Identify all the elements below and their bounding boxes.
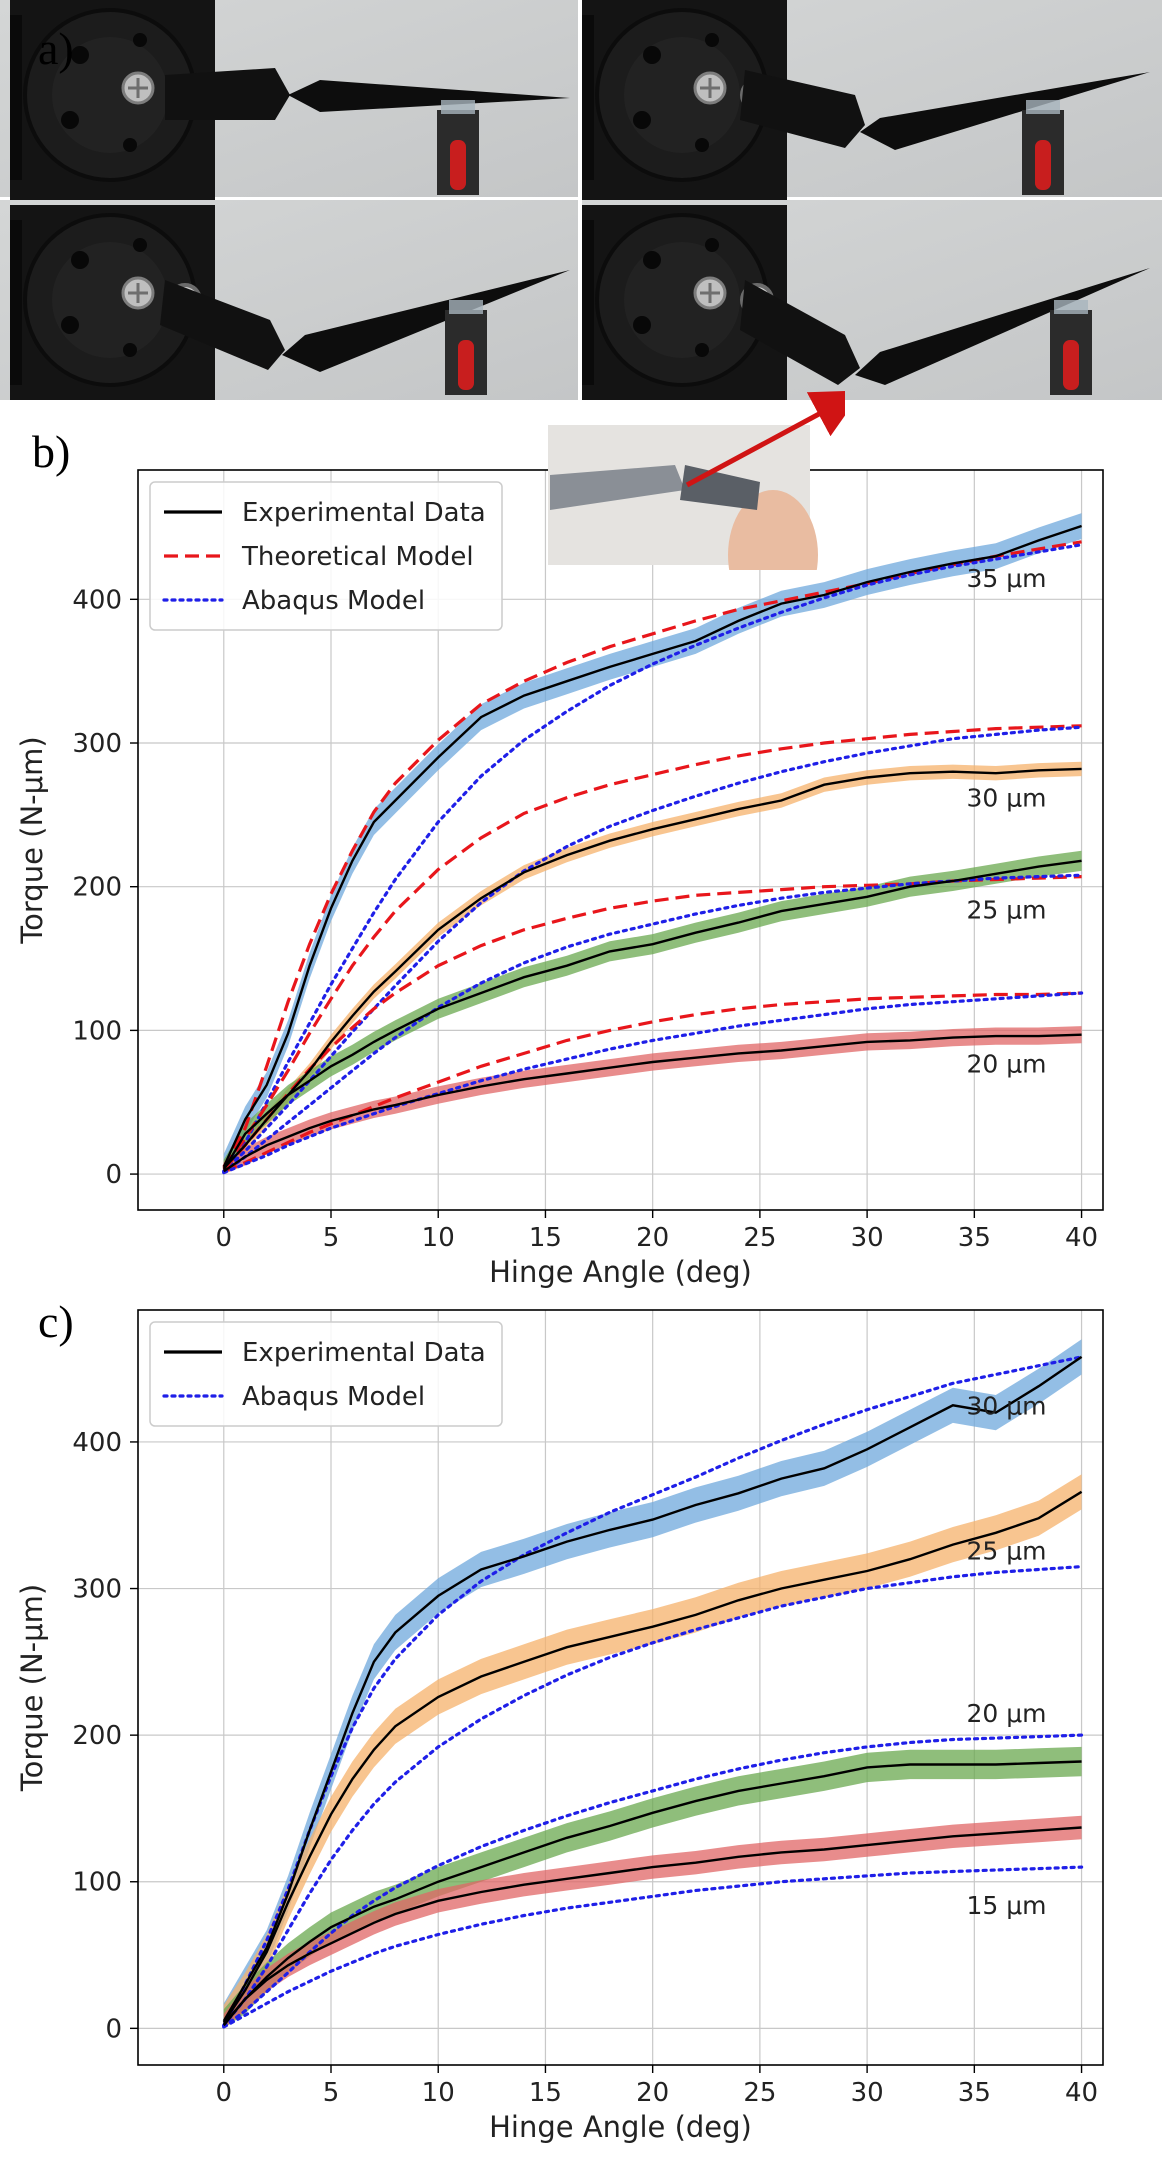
experimental-line-0 [222, 1355, 1083, 2022]
legend-label-0: Experimental Data [242, 1338, 486, 1368]
experimental-band-2 [223, 1746, 1082, 2029]
y-tick-label: 0 [105, 2014, 122, 2044]
x-tick-label: 40 [1065, 2078, 1098, 2108]
x-tick-label: 20 [636, 2078, 669, 2108]
experimental-band-0 [223, 1339, 1082, 2029]
theoretical-model-line-3 [223, 991, 1082, 1173]
x-tick-label: 35 [958, 2078, 991, 2108]
experimental-band-0 [223, 513, 1082, 1175]
thickness-label: 30 μm [966, 1391, 1046, 1420]
legend-label-1: Theoretical Model [241, 542, 474, 572]
x-tick-label: 5 [323, 2078, 340, 2108]
legend-label-2: Abaqus Model [242, 586, 425, 616]
legend-label-1: Abaqus Model [242, 1382, 425, 1412]
x-tick-label: 10 [422, 1223, 455, 1253]
abaqus-model-line-3 [222, 991, 1084, 1175]
experimental-line-1 [222, 767, 1082, 1170]
thickness-label: 30 μm [966, 784, 1046, 813]
thickness-label: 25 μm [966, 1536, 1046, 1565]
photo-top-left [0, 0, 578, 202]
x-tick-label: 30 [851, 1223, 884, 1253]
experimental-line-3 [223, 1033, 1082, 1173]
photo-top-right [580, 0, 1162, 202]
y-tick-label: 200 [72, 1721, 122, 1751]
x-tick-label: 35 [958, 1223, 991, 1253]
y-tick-label: 100 [72, 1868, 122, 1898]
panel-label-b: b) [32, 426, 71, 477]
x-tick-label: 25 [743, 1223, 776, 1253]
x-tick-label: 40 [1065, 1223, 1098, 1253]
x-tick-label: 0 [216, 2078, 233, 2108]
panel-label-a: a) [38, 23, 74, 74]
experimental-line-3 [222, 1826, 1082, 2027]
experimental-band-2 [223, 850, 1082, 1175]
experimental-band-1 [223, 1474, 1082, 2029]
axes-frame [137, 1309, 1104, 2066]
experimental-line-1 [222, 1490, 1083, 2024]
thickness-label: 15 μm [966, 1891, 1046, 1920]
legend-label-0: Experimental Data [242, 498, 486, 528]
thickness-label: 25 μm [966, 896, 1046, 925]
x-tick-label: 15 [529, 2078, 562, 2108]
thickness-label: 35 μm [966, 564, 1046, 593]
abaqus-model-line-3 [222, 1865, 1084, 2029]
experimental-line-0 [222, 524, 1082, 1168]
abaqus-model-line-0 [222, 1355, 1084, 2028]
y-axis-label: Torque (N-μm) [15, 736, 49, 944]
legend-box [149, 1321, 503, 1427]
y-tick-label: 0 [105, 1160, 122, 1190]
abaqus-model-line-2 [222, 1733, 1084, 2029]
thickness-label: 20 μm [966, 1699, 1046, 1728]
abaqus-model-line-2 [222, 873, 1084, 1175]
x-tick-label: 0 [216, 1223, 233, 1253]
y-tick-label: 400 [72, 585, 122, 615]
x-tick-label: 30 [851, 2078, 884, 2108]
y-tick-label: 100 [72, 1016, 122, 1046]
panel-label-c: c) [38, 1296, 74, 1347]
x-tick-label: 20 [636, 1223, 669, 1253]
experimental-line-2 [222, 1760, 1082, 2025]
y-tick-label: 300 [72, 729, 122, 759]
abaqus-model-line-0 [222, 543, 1084, 1173]
experimental-band-1 [223, 761, 1082, 1175]
red-arrow [685, 390, 845, 488]
theoretical-model-line-1 [222, 724, 1082, 1170]
x-tick-label: 15 [529, 1223, 562, 1253]
x-tick-label: 10 [422, 2078, 455, 2108]
photo-bottom-left [0, 200, 578, 407]
y-tick-label: 400 [72, 1428, 122, 1458]
experimental-band-3 [223, 1026, 1082, 1175]
x-tick-label: 5 [323, 1223, 340, 1253]
abaqus-model-line-1 [222, 725, 1084, 1173]
legend-box [149, 481, 503, 631]
y-tick-label: 300 [72, 1575, 122, 1605]
abaqus-model-line-1 [222, 1565, 1084, 2028]
y-tick-label: 200 [72, 873, 122, 903]
experimental-line-2 [222, 859, 1082, 1171]
hinge-photo-panel [0, 0, 1162, 407]
x-tick-label: 25 [743, 2078, 776, 2108]
x-axis-label: Hinge Angle (deg) [489, 2110, 752, 2144]
experimental-band-3 [223, 1815, 1082, 2029]
inset-hinge-photo [548, 390, 845, 570]
x-axis-label: Hinge Angle (deg) [489, 1255, 752, 1289]
photo-bottom-right [580, 200, 1162, 407]
y-axis-label: Torque (N-μm) [15, 1584, 49, 1792]
thickness-label: 20 μm [966, 1049, 1046, 1078]
